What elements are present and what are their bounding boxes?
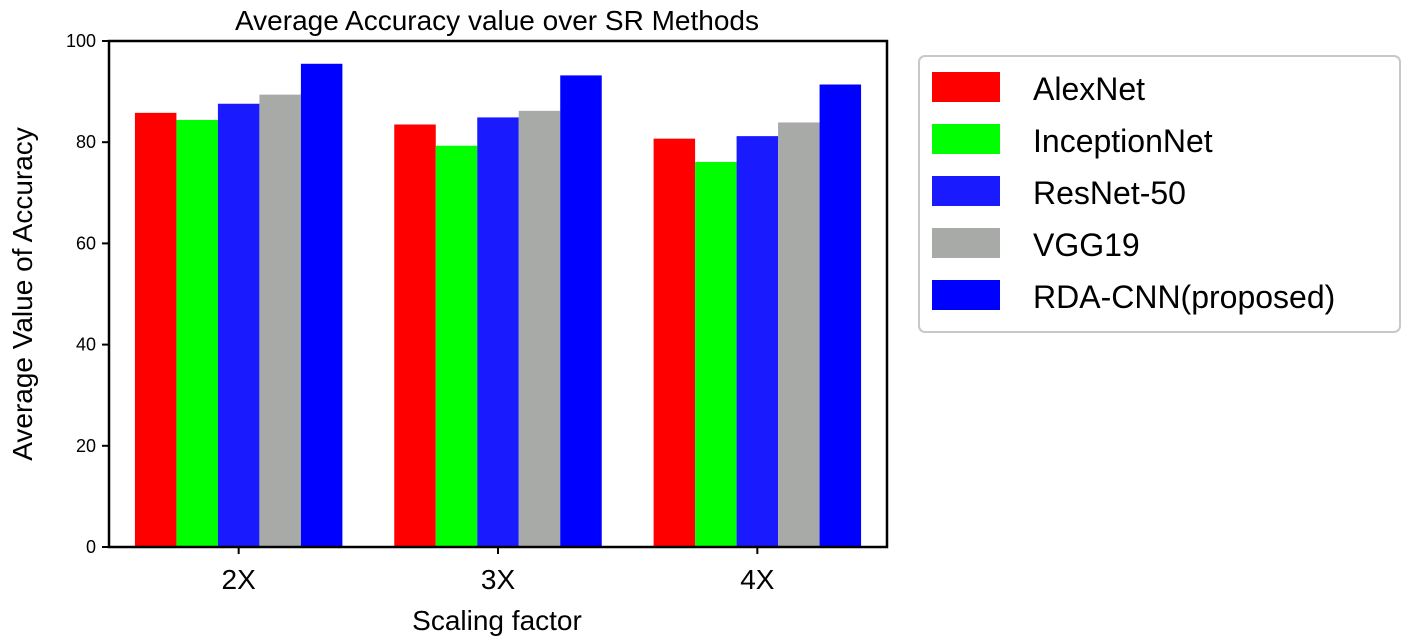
x-tick-label: 3X: [481, 564, 516, 595]
legend-label: RDA-CNN(proposed): [1033, 279, 1335, 315]
bar-alexnet-3x: [394, 124, 436, 548]
legend-swatch: [932, 124, 1000, 154]
legend-label: ResNet-50: [1033, 175, 1186, 211]
bar-alexnet-4x: [653, 138, 696, 547]
legend-swatch: [932, 280, 1000, 310]
bar-resnet-50-2x: [217, 103, 260, 547]
bar-rda-cnn-proposed--4x: [819, 84, 862, 548]
bar-resnet-50-4x: [736, 136, 779, 548]
bar-inceptionnet-2x: [176, 119, 218, 547]
y-tick-label: 100: [66, 31, 96, 51]
legend-label: AlexNet: [1033, 71, 1145, 107]
legend-label: VGG19: [1033, 227, 1140, 263]
bar-vgg19-2x: [259, 94, 301, 548]
bar-inceptionnet-4x: [695, 161, 737, 547]
bars-group: [134, 63, 862, 548]
bar-rda-cnn-proposed--2x: [300, 63, 343, 548]
bar-vgg19-3x: [518, 110, 561, 547]
bar-inceptionnet-3x: [435, 145, 478, 547]
bar-rda-cnn-proposed--3x: [560, 75, 602, 548]
plot-frame: [107, 39, 889, 549]
bar-alexnet-2x: [134, 112, 177, 548]
x-tick-label: 4X: [740, 564, 775, 595]
bar-resnet-50-3x: [477, 117, 519, 547]
legend-label: InceptionNet: [1033, 123, 1213, 159]
legend: AlexNet InceptionNet ResNet-50 VGG19 RDA-CNN…: [918, 55, 1401, 333]
y-tick-label: 60: [76, 233, 96, 253]
legend-swatch: [932, 228, 1000, 258]
x-axis-label: Scaling factor: [412, 605, 582, 636]
legend-swatch: [932, 72, 1000, 102]
y-tick-label: 80: [76, 132, 96, 152]
y-tick-label: 40: [76, 335, 96, 355]
x-axis-ticks: 2X 3X 4X: [222, 547, 775, 595]
bar-vgg19-4x: [778, 122, 820, 547]
legend-box: [918, 55, 1401, 333]
chart-title: Average Accuracy value over SR Methods: [235, 5, 759, 36]
legend-swatch: [932, 176, 1000, 206]
x-tick-label: 2X: [222, 564, 257, 595]
y-tick-label: 0: [86, 537, 96, 557]
y-axis-ticks: 0 20 40 60 80 100: [66, 31, 109, 557]
y-axis-label: Average Value of Accuracy: [7, 127, 38, 461]
y-tick-label: 20: [76, 436, 96, 456]
